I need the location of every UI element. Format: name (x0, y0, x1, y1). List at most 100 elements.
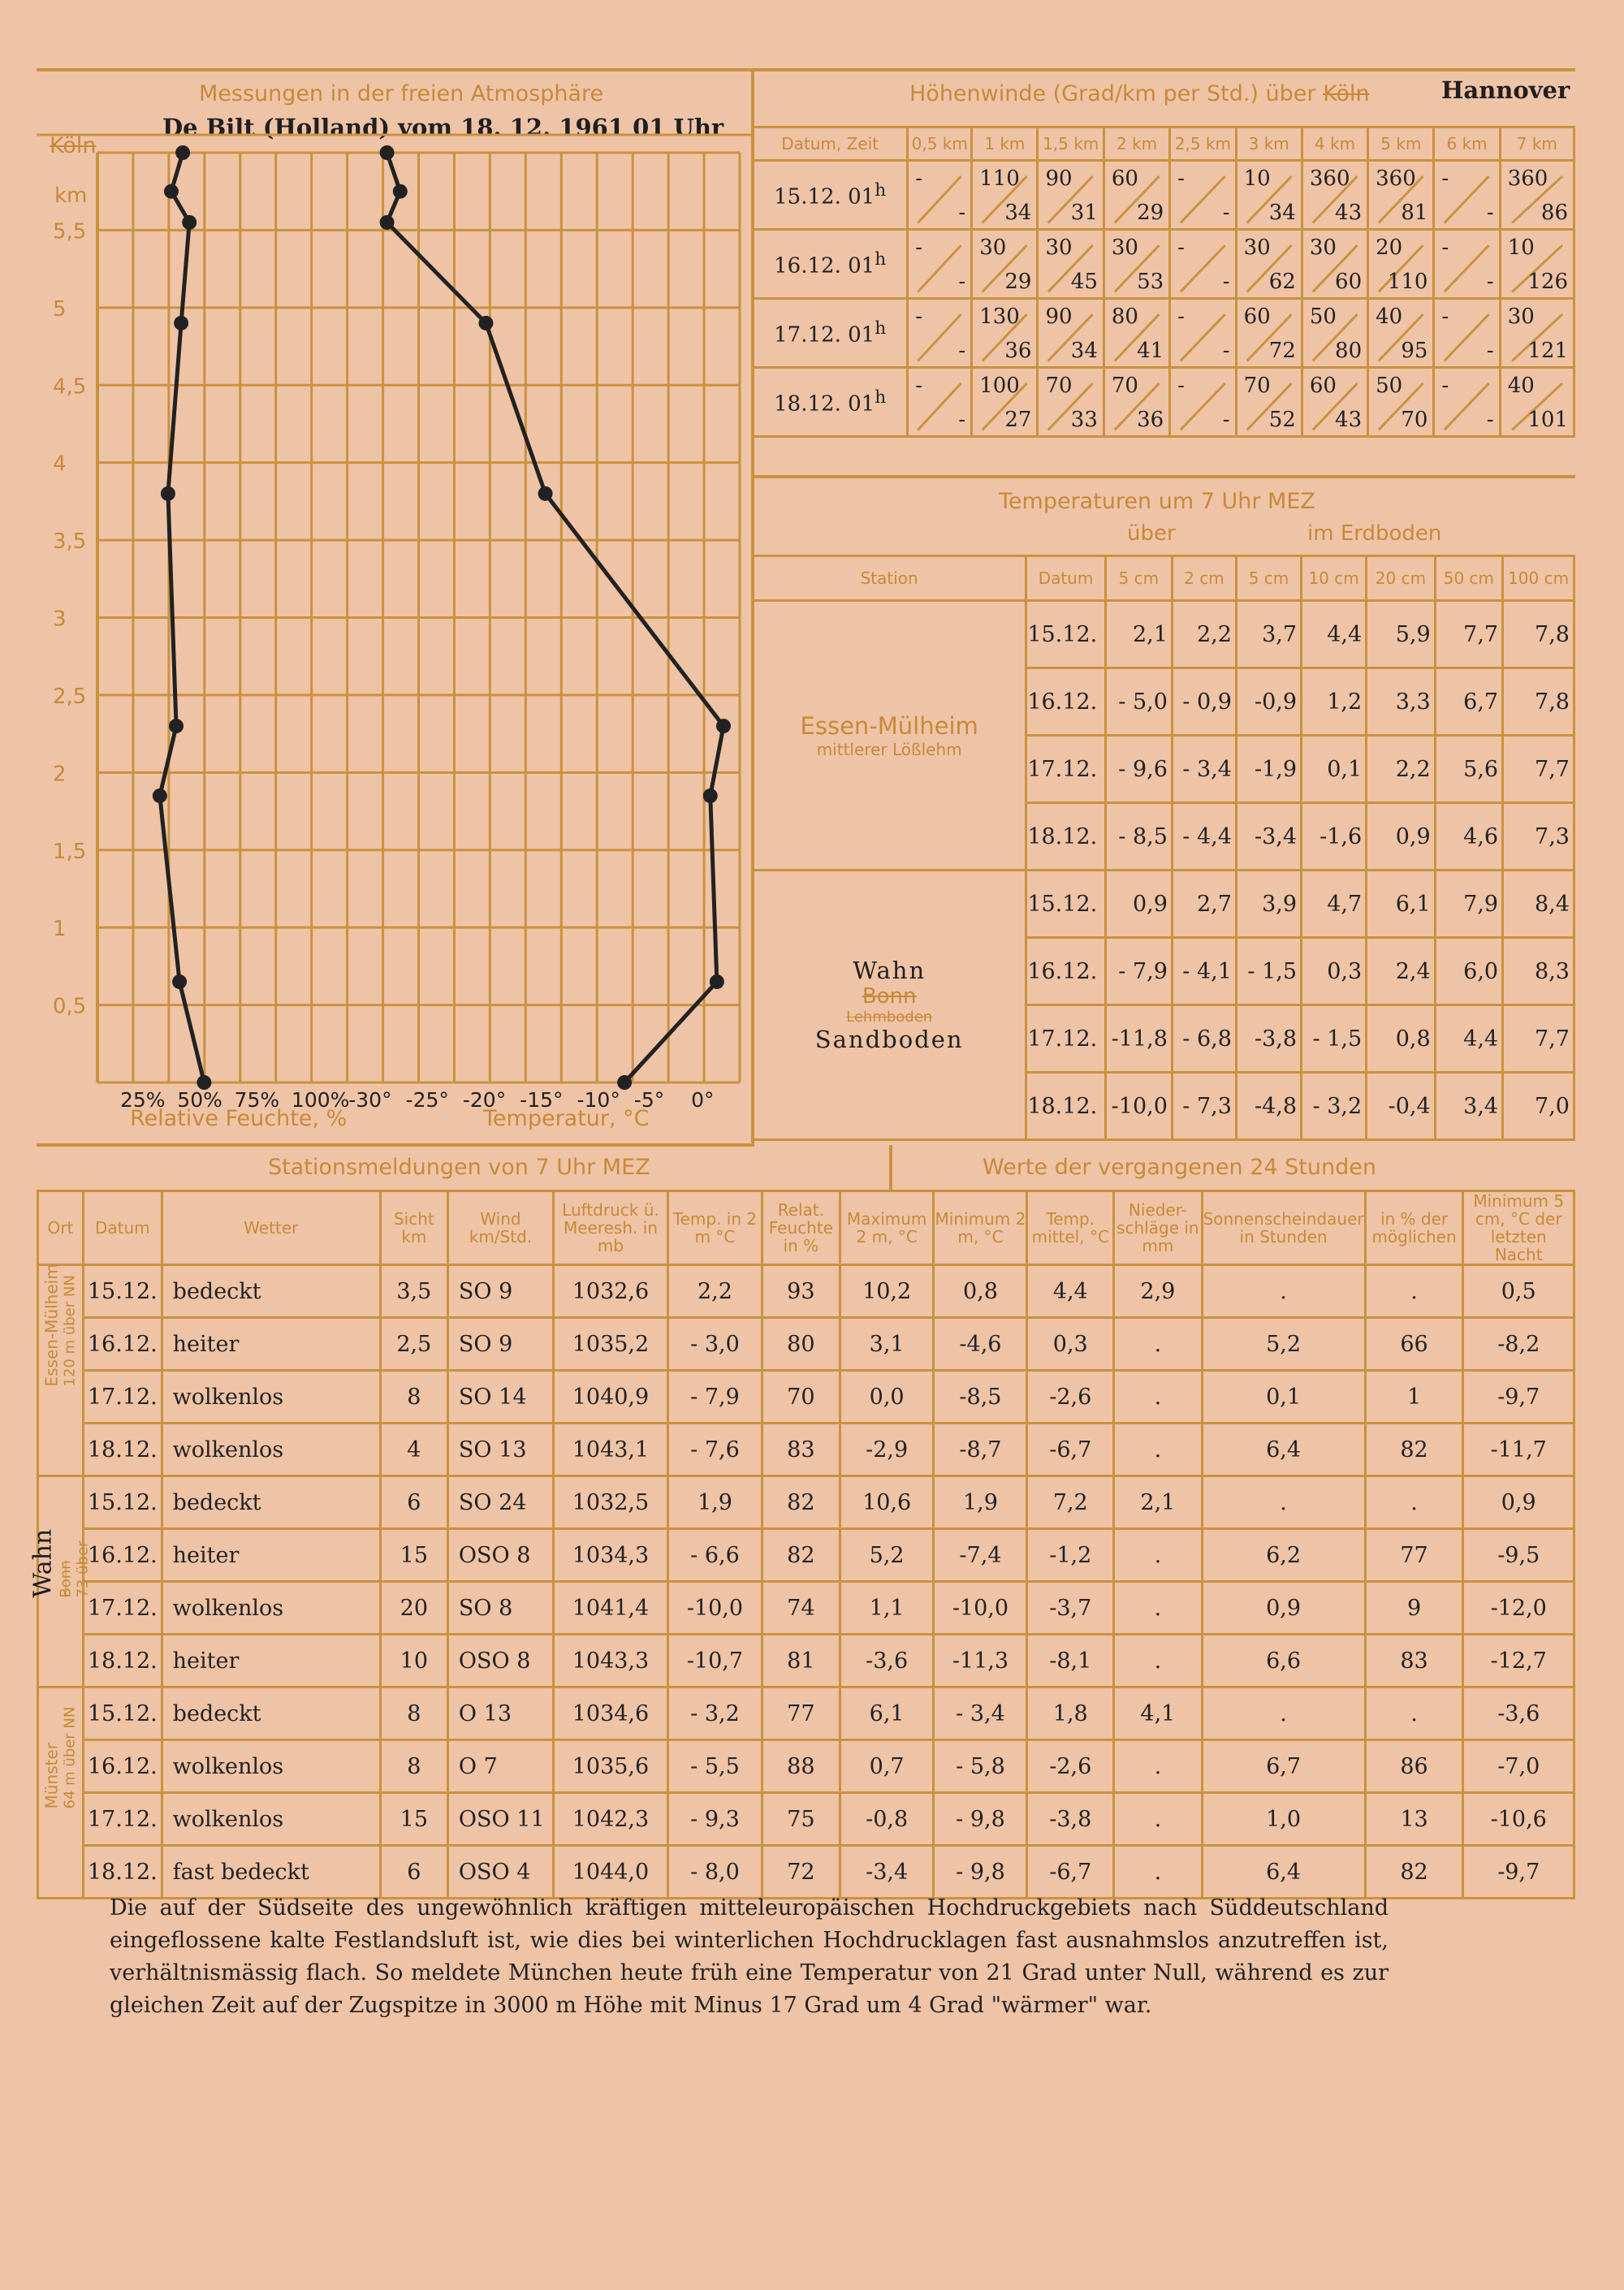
station-cell: 8 (378, 1739, 449, 1794)
station-cell: - 6,6 (666, 1527, 763, 1583)
station-cell: . (1363, 1264, 1465, 1319)
soil-cell: 2,1 (1104, 599, 1173, 669)
station-cell: 9 (1363, 1580, 1465, 1635)
wind-speed: - (958, 201, 966, 225)
station-cell: -9,5 (1462, 1527, 1575, 1583)
y-tick-label: 4 (53, 452, 67, 477)
winds-cell: 50 80 (1300, 297, 1370, 369)
wind-direction: 30 (1243, 235, 1271, 260)
soil-cell: 2,4 (1365, 936, 1436, 1006)
station-cell: 1,1 (838, 1580, 935, 1635)
station-cell: SO 9 (446, 1264, 555, 1319)
soil-cell: - 7,9 (1104, 936, 1173, 1006)
wind-direction: - (1441, 374, 1449, 398)
wind-direction: 80 (1111, 305, 1138, 329)
wind-direction: - (915, 235, 923, 260)
soil-row: 17.12. - 9,6- 3,4 -1,9 0,1 2,2 5,6 7,7 (753, 734, 1575, 804)
station-cell: -12,7 (1462, 1633, 1575, 1688)
station-cell: 18.12. (81, 1844, 163, 1899)
station-cell: -8,1 (1026, 1633, 1116, 1688)
wind-speed: - (1486, 339, 1494, 363)
wind-direction: 360 (1376, 166, 1416, 191)
station-cell: -9,7 (1462, 1369, 1575, 1424)
atmosphere-subtitle: De Bilt (Holland) vom 18. 12. 1961 01 Uh… (162, 114, 724, 141)
station-cell: 15.12. (81, 1264, 163, 1319)
soil-cell: -11,8 (1104, 1004, 1173, 1074)
station-cell: - 7,9 (666, 1369, 763, 1424)
station-struck-soil: Lehmboden (846, 1009, 933, 1026)
station-cell: 15 (378, 1527, 449, 1583)
wind-speed: 62 (1268, 270, 1296, 294)
data-point (152, 788, 167, 803)
wind-direction: 30 (1507, 305, 1535, 329)
soil-cell: 0,9 (1104, 869, 1173, 939)
station-cell: bedeckt (160, 1686, 382, 1741)
station-cell: 6,2 (1200, 1527, 1367, 1583)
station-cell: . (1112, 1316, 1203, 1372)
station-cell: 2,2 (666, 1264, 763, 1319)
soil-row: Wahn Bonn Lehmboden Sandboden 15.12. 0,9 2,7 3,… (750, 869, 1575, 1141)
station-cell: -0,8 (838, 1791, 935, 1847)
station-cell: 8 (378, 1369, 449, 1424)
data-point (172, 974, 188, 989)
soil-cell: - 7,3 (1170, 1071, 1237, 1141)
wind-direction: 90 (1045, 305, 1073, 329)
soil-cell: 6,7 (1433, 667, 1505, 737)
soil-cell: 15.12. (1025, 599, 1107, 669)
winds-cell: 30 121 (1498, 297, 1576, 369)
wind-speed: 29 (1137, 201, 1164, 225)
station-col-header: in % der möglichen (1363, 1190, 1465, 1266)
station-cell: 15.12. (81, 1475, 163, 1530)
wind-speed: - (958, 270, 966, 294)
station-cell: 0,0 (838, 1369, 935, 1424)
soil-body: Essen-Mülheim mittlerer Lößlehm 15.12. 2,1 2… (750, 599, 1575, 1141)
wind-direction: - (1177, 374, 1185, 398)
station-cell: 15 (378, 1791, 449, 1847)
soil-cell: 4,7 (1300, 869, 1368, 939)
wind-speed: 43 (1335, 201, 1363, 225)
wind-direction: - (1177, 166, 1185, 191)
data-point (379, 145, 395, 160)
wind-speed: 72 (1268, 339, 1296, 363)
wind-direction: 130 (979, 305, 1020, 329)
struck-station-koeln: Köln (50, 133, 97, 158)
data-point (160, 486, 175, 501)
table-row: 17.12. wolkenlos 8 SO 14 1040,9- 7,9 70 0,0 -8,… (38, 1369, 1575, 1424)
station-cell: 15.12. (81, 1686, 163, 1741)
y-tick-label: 3 (53, 607, 67, 632)
station-cell: 6,1 (838, 1686, 935, 1741)
winds-cell: 40 101 (1498, 366, 1576, 438)
table-row: Essen-Mülheim 120 m über NN 15.12. bedeckt 3… (37, 1264, 1575, 1477)
wind-speed: - (1222, 270, 1230, 294)
soil-col-header: Datum (1025, 555, 1107, 602)
soil-head-row: Station Datum 5 cm 2 cm 5 cm 10 cm 20 cm 50 cm 1… (750, 555, 1575, 602)
wind-direction: 60 (1243, 305, 1271, 329)
winds-col-header: 2,5 km (1168, 126, 1237, 162)
station-cell: - 9,3 (666, 1791, 763, 1847)
winds-cell: -- (906, 159, 974, 231)
km-unit: km (54, 184, 88, 208)
winds-cell: 130 36 (970, 297, 1039, 369)
winds-col-header: 3 km (1234, 126, 1303, 162)
station-cell: 82 (1363, 1422, 1465, 1477)
wind-speed: 33 (1070, 408, 1098, 432)
data-point (617, 1075, 633, 1090)
soil-divider (751, 475, 1575, 478)
station-place: Münster (41, 1743, 62, 1809)
winds-cell: 60 43 (1300, 366, 1370, 438)
soil-cell: 18.12. (1025, 1071, 1107, 1141)
station-cell: 2,9 (1112, 1264, 1203, 1319)
winds-cell: 30 60 (1300, 228, 1370, 300)
winds-cell: 70 33 (1036, 366, 1105, 438)
station-cell: OSO 4 (446, 1844, 555, 1899)
data-point (392, 184, 408, 199)
wind-direction: - (1177, 235, 1185, 260)
station-cell: O 13 (446, 1686, 555, 1741)
station-cell: -10,6 (1462, 1791, 1575, 1847)
station-col-header: Datum (81, 1190, 163, 1266)
winds-cell: 20 110 (1367, 228, 1436, 300)
winds-date-cell: 16.12. 01h (750, 228, 909, 300)
soil-cell: - 1,5 (1234, 936, 1303, 1006)
soil-row: 16.12. - 7,9- 4,1- 1,5 0,3 2,4 6,0 8,3 (753, 936, 1575, 1006)
wind-direction: 110 (979, 166, 1020, 191)
